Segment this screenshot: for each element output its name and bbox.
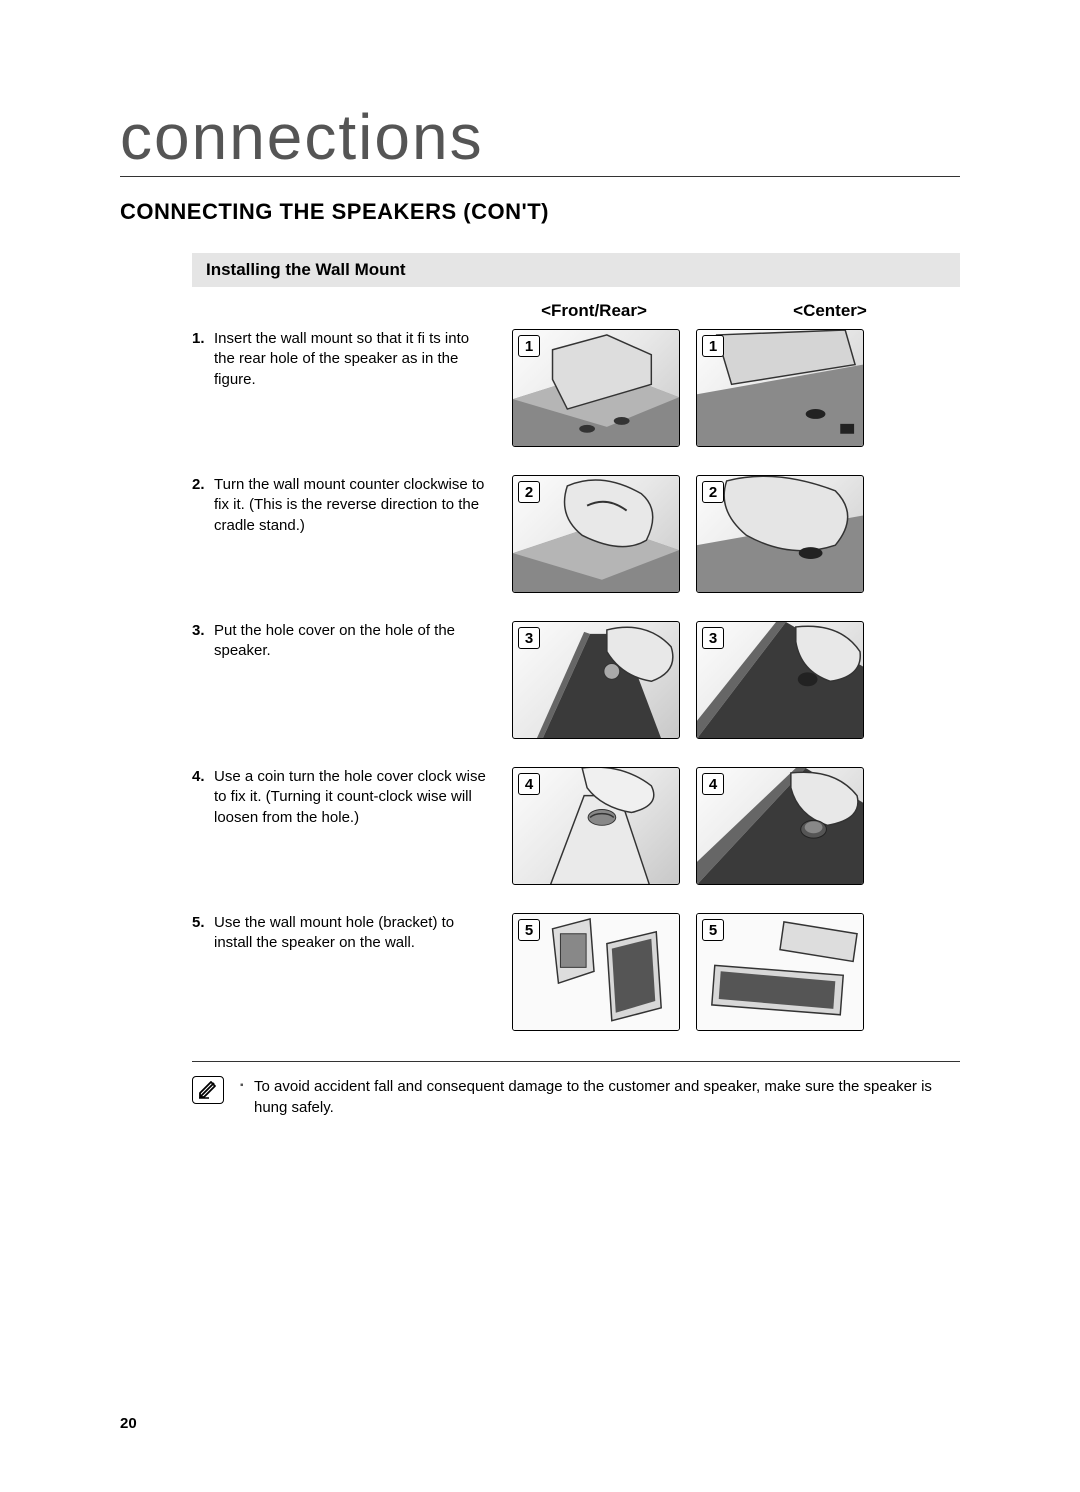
figure-badge: 3 <box>702 627 724 649</box>
figure-column-headers: <Front/Rear> <Center> <box>510 301 960 321</box>
title-rule: connections <box>120 100 960 177</box>
step-number: 2. <box>192 475 214 536</box>
note-text: ▪ To avoid accident fall and consequent … <box>240 1076 960 1118</box>
figure-front-rear: 2 <box>512 475 680 593</box>
page-number: 20 <box>120 1415 137 1432</box>
note-block: ▪ To avoid accident fall and consequent … <box>192 1061 960 1118</box>
figure-badge: 3 <box>518 627 540 649</box>
step-number: 5. <box>192 913 214 954</box>
figure-front-rear: 1 <box>512 329 680 447</box>
step-row: 2. Turn the wall mount counter clockwise… <box>192 475 960 593</box>
step-row: 4. Use a coin turn the hole cover clock … <box>192 767 960 885</box>
subsection-header: Installing the Wall Mount <box>192 253 960 287</box>
step-text: 2. Turn the wall mount counter clockwise… <box>192 475 512 536</box>
step-body: Turn the wall mount counter clockwise to… <box>214 475 494 536</box>
figure-badge: 2 <box>518 481 540 503</box>
figure-center: 5 <box>696 913 864 1031</box>
figure-center: 1 <box>696 329 864 447</box>
figure-badge: 1 <box>702 335 724 357</box>
step-row: 5. Use the wall mount hole (bracket) to … <box>192 913 960 1031</box>
figure-center: 4 <box>696 767 864 885</box>
step-figures: 4 4 <box>512 767 864 885</box>
figure-center: 2 <box>696 475 864 593</box>
figure-badge: 4 <box>518 773 540 795</box>
figure-front-rear: 3 <box>512 621 680 739</box>
figure-badge: 5 <box>518 919 540 941</box>
step-body: Put the hole cover on the hole of the sp… <box>214 621 494 662</box>
figure-badge: 5 <box>702 919 724 941</box>
section-subtitle: CONNECTING THE SPEAKERS (CON'T) <box>120 199 960 225</box>
figure-badge: 4 <box>702 773 724 795</box>
figure-center: 3 <box>696 621 864 739</box>
bullet-icon: ▪ <box>240 1076 254 1118</box>
step-number: 4. <box>192 767 214 828</box>
step-text: 3. Put the hole cover on the hole of the… <box>192 621 512 662</box>
step-row: 1. Insert the wall mount so that it fi t… <box>192 329 960 447</box>
figure-front-rear: 4 <box>512 767 680 885</box>
figure-badge: 2 <box>702 481 724 503</box>
step-figures: 2 2 <box>512 475 864 593</box>
step-body: Use a coin turn the hole cover clock wis… <box>214 767 494 828</box>
step-text: 4. Use a coin turn the hole cover clock … <box>192 767 512 828</box>
step-figures: 1 1 <box>512 329 864 447</box>
step-text: 5. Use the wall mount hole (bracket) to … <box>192 913 512 954</box>
note-body: To avoid accident fall and consequent da… <box>254 1076 960 1118</box>
step-row: 3. Put the hole cover on the hole of the… <box>192 621 960 739</box>
step-figures: 3 3 <box>512 621 864 739</box>
step-list: 1. Insert the wall mount so that it fi t… <box>192 329 960 1031</box>
figure-badge: 1 <box>518 335 540 357</box>
column-header-center: <Center> <box>746 301 914 321</box>
step-number: 3. <box>192 621 214 662</box>
step-figures: 5 5 <box>512 913 864 1031</box>
step-body: Use the wall mount hole (bracket) to ins… <box>214 913 494 954</box>
step-text: 1. Insert the wall mount so that it fi t… <box>192 329 512 390</box>
note-icon <box>192 1076 224 1104</box>
manual-page: connections CONNECTING THE SPEAKERS (CON… <box>0 0 1080 1492</box>
figure-front-rear: 5 <box>512 913 680 1031</box>
step-body: Insert the wall mount so that it fi ts i… <box>214 329 494 390</box>
column-header-front-rear: <Front/Rear> <box>510 301 678 321</box>
page-title: connections <box>120 100 960 174</box>
step-number: 1. <box>192 329 214 390</box>
